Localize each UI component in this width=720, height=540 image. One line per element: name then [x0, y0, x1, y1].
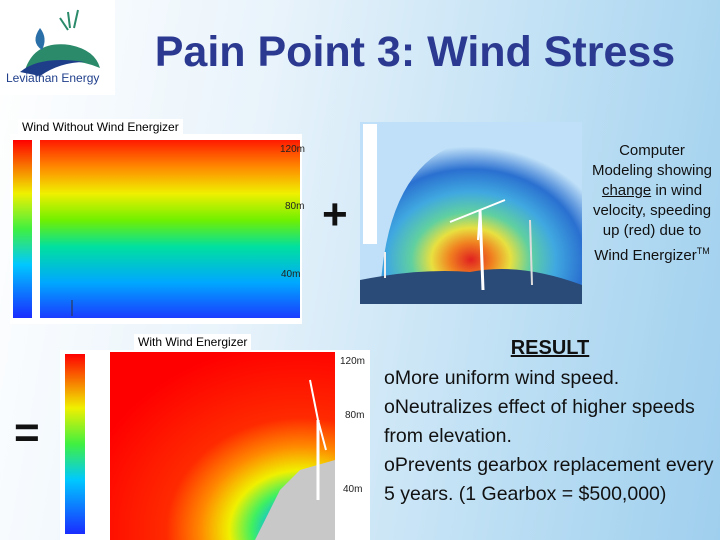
logo-wave — [20, 59, 85, 76]
caption-emphasis: change — [601, 182, 652, 199]
result-heading: RESULT — [510, 337, 590, 359]
logo-text: Leviathan Energy — [6, 71, 100, 85]
colorbar — [13, 140, 32, 318]
caption-text: Computer Modeling showing — [591, 142, 713, 179]
energizer-structure — [255, 460, 335, 540]
panel-label: With Wind Energizer — [134, 334, 252, 350]
equals-sign: = — [14, 408, 40, 457]
colorbar — [363, 124, 377, 244]
panel-label: Wind Without Wind Energizer — [18, 119, 183, 135]
logo-sprouts — [59, 9, 79, 31]
wind-profile-without — [40, 140, 300, 318]
height-label: 80m — [285, 201, 305, 212]
title: Pain Point 3: Wind Stress — [154, 28, 676, 76]
result-bullet: oNeutralizes effect of higher speeds fro… — [384, 396, 695, 447]
result-bullet: oPrevents gearbox replacement every 5 ye… — [384, 454, 714, 505]
height-label: 120m — [280, 144, 306, 155]
caption: Computer Modeling showing change in wind… — [588, 141, 716, 266]
turbine-blades — [449, 199, 506, 241]
simulation-ground — [360, 268, 582, 304]
height-label: 40m — [281, 269, 301, 280]
colorbar — [65, 354, 85, 534]
logo-drop — [35, 28, 45, 50]
result-bullet: oMore uniform wind speed. — [384, 367, 620, 389]
result-list: oMore uniform wind speed. oNeutralizes ef… — [384, 364, 714, 509]
turbine — [529, 219, 533, 286]
turbine-blades — [309, 379, 327, 451]
trademark: TM — [696, 246, 710, 256]
height-label: 40m — [343, 484, 363, 495]
height-label: 80m — [345, 410, 365, 421]
caption-text: in wind velocity, speeding up (red) due … — [592, 182, 712, 264]
turbine — [478, 209, 485, 291]
plus-sign: + — [322, 190, 348, 239]
height-label: 120m — [340, 356, 366, 367]
